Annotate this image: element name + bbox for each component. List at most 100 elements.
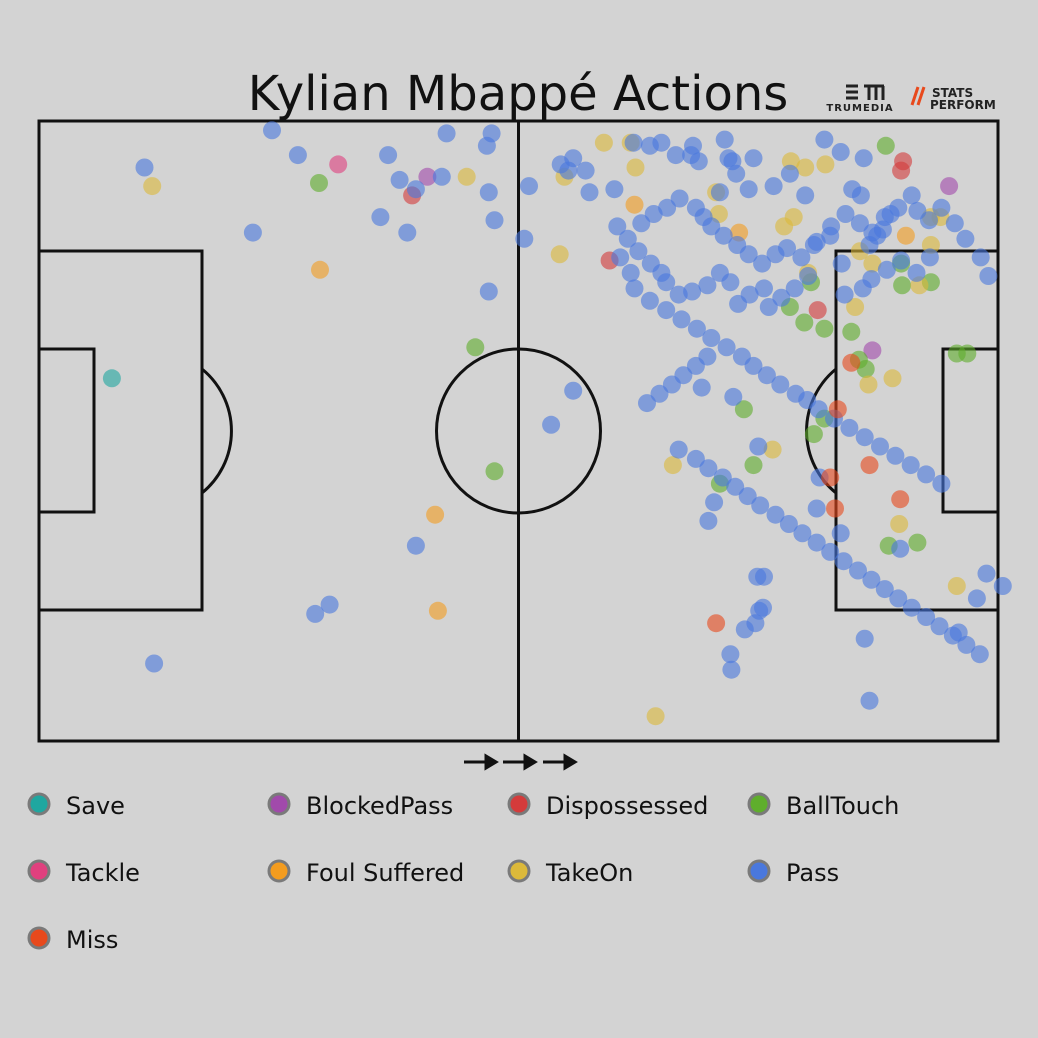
legend-item-miss: Miss (27, 926, 118, 954)
action-point-pass (714, 226, 733, 245)
legend-label: BlockedPass (306, 792, 453, 820)
legend-marker (27, 926, 51, 950)
action-point-pass (807, 499, 826, 518)
trumedia-logo: TRUMEDIA (826, 84, 893, 114)
stats-perform-logo: STATS PERFORM (910, 86, 996, 112)
action-point-foul-suffered (625, 195, 644, 214)
action-point-pass (263, 121, 281, 140)
action-point-pass (624, 133, 643, 152)
action-point-pass (559, 161, 578, 180)
action-point-pass (755, 567, 773, 586)
action-point-pass (657, 301, 676, 320)
action-point-takeon (457, 167, 476, 186)
action-point-pass (437, 124, 456, 143)
action-point-pass (949, 623, 968, 642)
action-point-pass (766, 505, 785, 524)
action-point-pass (907, 263, 926, 282)
action-point-pass (479, 282, 498, 301)
action-point-pass (877, 260, 896, 279)
action-point-pass (542, 415, 561, 434)
action-point-pass (956, 229, 975, 248)
action-point-pass (970, 645, 989, 664)
action-point-pass (739, 180, 758, 199)
action-point-pass (917, 608, 936, 626)
action-point-tackle (329, 155, 348, 174)
action-point-pass (692, 378, 711, 397)
series-tackle (329, 155, 348, 174)
action-point-pass (871, 437, 889, 456)
action-point-pass (515, 229, 534, 248)
action-point-balltouch (795, 313, 814, 332)
action-point-pass (608, 217, 627, 236)
action-point-pass (862, 570, 881, 589)
action-point-pass (979, 267, 998, 285)
action-point-pass (850, 214, 869, 233)
action-point-pass (889, 589, 908, 608)
action-point-pass (658, 198, 677, 217)
action-point-balltouch (485, 462, 504, 481)
action-point-pass (875, 208, 894, 227)
action-point-pass (875, 580, 894, 599)
action-point-takeon (816, 155, 835, 174)
action-point-pass (860, 691, 879, 710)
action-point-pass (371, 208, 390, 227)
action-point-pass (398, 223, 417, 242)
action-point-pass (785, 279, 804, 298)
action-point-pass (821, 542, 840, 561)
action-point-pass (751, 496, 770, 515)
action-point-pass (771, 375, 790, 394)
action-point-save (102, 369, 121, 388)
action-point-pass (644, 205, 663, 223)
action-point-miss (826, 499, 844, 518)
action-point-pass (713, 468, 732, 487)
action-point-pass (406, 536, 425, 555)
series-blockedpass (418, 167, 959, 360)
legend-item-balltouch: BallTouch (747, 792, 899, 820)
action-point-pass (886, 446, 905, 465)
action-points (102, 121, 1012, 726)
series-pass (135, 121, 1012, 710)
action-point-pass (629, 242, 648, 261)
centre-circle (435, 347, 602, 515)
legend-label: Foul Suffered (306, 859, 464, 887)
action-point-pass (831, 143, 850, 161)
action-point-pass (764, 177, 783, 196)
action-point-pass (689, 152, 708, 171)
pitch-markings (37, 119, 1000, 743)
action-point-pass (930, 617, 949, 636)
action-point-blockedpass (418, 167, 437, 186)
action-point-pass (710, 263, 729, 282)
action-point-pass (135, 158, 154, 177)
action-point-pass (993, 577, 1012, 595)
action-point-miss (821, 468, 840, 487)
action-point-pass (807, 232, 826, 251)
action-point-pass (611, 248, 630, 267)
action-point-pass (650, 384, 669, 403)
left-penalty-arc (201, 367, 233, 495)
action-point-pass (807, 533, 826, 552)
action-point-balltouch (734, 400, 753, 419)
legend-marker (507, 792, 531, 816)
action-point-pass (699, 511, 718, 530)
action-point-pass (702, 329, 721, 347)
arrow-icon (543, 753, 578, 771)
action-point-pass (640, 291, 659, 310)
action-point-takeon (890, 515, 909, 533)
action-point-pass (638, 394, 656, 413)
series-balltouch (310, 136, 977, 555)
chart-title: Kylian Mbappé Actions (248, 66, 789, 122)
action-point-pass (739, 245, 758, 264)
action-point-pass (672, 310, 691, 329)
action-point-pass (815, 130, 834, 149)
action-point-pass (702, 217, 721, 236)
action-point-balltouch (893, 276, 912, 295)
action-point-foul-suffered (311, 260, 329, 279)
action-point-pass (715, 130, 734, 149)
action-point-pass (772, 288, 791, 307)
arrow-icon (503, 753, 538, 771)
legend-item-dispossessed: Dispossessed (507, 792, 708, 820)
action-point-pass (932, 198, 951, 217)
action-point-pass (662, 375, 681, 394)
action-point-pass (780, 164, 799, 183)
